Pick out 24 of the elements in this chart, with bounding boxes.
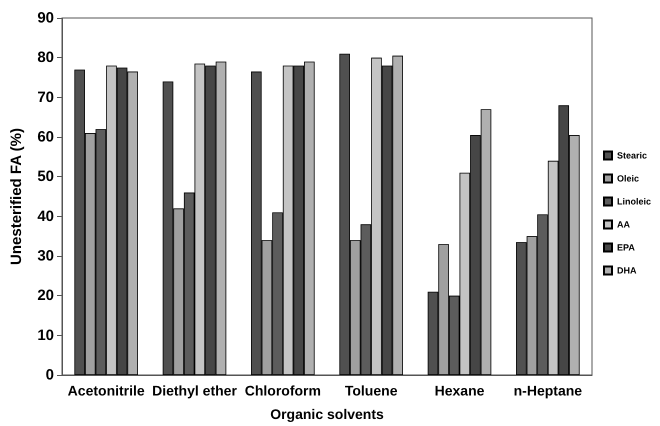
y-tick-label: 30 (37, 248, 54, 264)
y-tick-label: 40 (37, 208, 54, 225)
y-tick-label: 20 (37, 287, 54, 304)
y-tick-label: 10 (37, 326, 54, 344)
legend-label: Stearic (616, 150, 648, 160)
x-tick-label: Acetonitrile (68, 382, 145, 398)
x-tick-label: Hexane (434, 382, 485, 398)
y-tick-label: 60 (37, 128, 54, 146)
y-tick-label: 50 (37, 168, 54, 186)
y-tick-label: 70 (37, 88, 54, 106)
y-tick-label: 80 (37, 49, 54, 66)
legend-label: Linoleic (616, 196, 652, 206)
legend-label: AA (616, 220, 630, 230)
legend-label: DHA (616, 266, 637, 276)
x-axis-title: Organic solvents (270, 406, 384, 422)
y-tick-label: 0 (46, 366, 54, 384)
legend-label: EPA (616, 242, 636, 252)
x-tick-label: n-Heptane (514, 382, 582, 398)
legend-label: Oleic (616, 174, 640, 184)
x-tick-label: Chloroform (244, 382, 321, 398)
x-tick-label: Toluene (344, 382, 398, 398)
x-tick-label: Diethyl ether (152, 382, 238, 398)
y-tick-label: 90 (37, 10, 54, 26)
y-axis-title: Unesterified FA (%) (8, 128, 25, 265)
